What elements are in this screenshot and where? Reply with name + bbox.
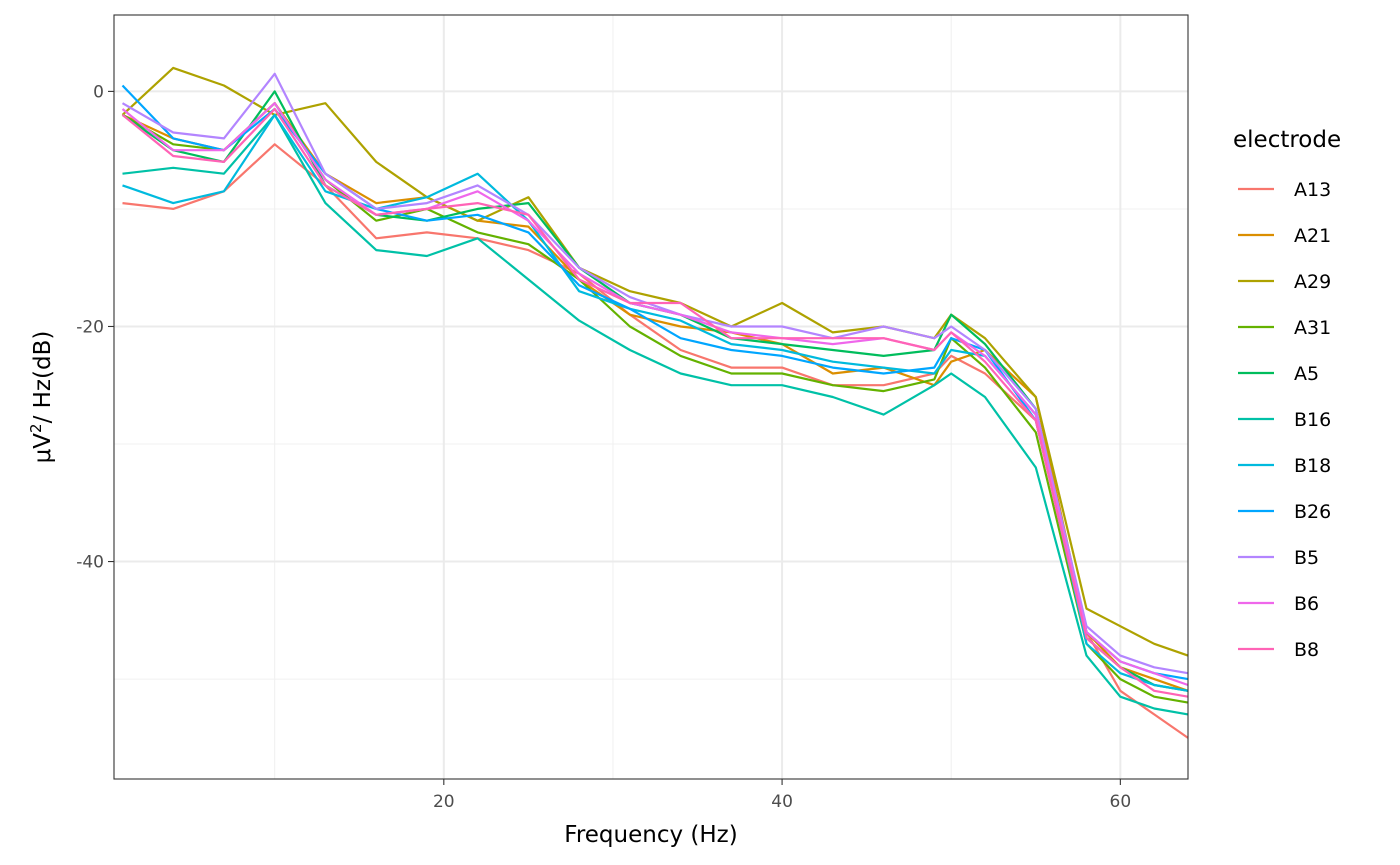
y-axis-ticks: 0 -20 -40 (76, 82, 114, 573)
legend-label: B18 (1294, 455, 1331, 477)
y-axis-title-superscript: 2 (27, 423, 45, 433)
legend-label: B6 (1294, 593, 1319, 615)
legend-item-b8: B8 (1238, 639, 1319, 661)
legend-item-a21: A21 (1238, 225, 1331, 247)
legend-label: B8 (1294, 639, 1319, 661)
legend-item-b6: B6 (1238, 593, 1319, 615)
legend-item-a5: A5 (1238, 363, 1319, 385)
legend-item-b18: B18 (1238, 455, 1331, 477)
y-tick-label: -20 (76, 317, 104, 337)
legend-label: A29 (1294, 271, 1331, 293)
series-line-a29 (121, 66, 1189, 657)
legend-item-a13: A13 (1238, 179, 1331, 201)
y-axis-title-suffix: / Hz(dB) (30, 331, 56, 424)
legend-label: A31 (1294, 317, 1331, 339)
x-tick-label: 20 (433, 792, 455, 812)
legend-title: electrode (1233, 127, 1341, 153)
minor-gridlines (114, 15, 1188, 779)
series-line-b6 (121, 102, 1189, 687)
legend-label: A13 (1294, 179, 1331, 201)
x-tick-label: 40 (771, 792, 793, 812)
y-tick-label: -40 (76, 553, 104, 573)
y-axis-title-prefix: μV (30, 433, 56, 464)
series-lines (121, 66, 1189, 739)
series-line-b16 (122, 113, 1189, 716)
legend-label: B26 (1294, 501, 1331, 523)
y-tick-label: 0 (93, 82, 104, 102)
y-axis-title: μV2/ Hz(dB) (27, 331, 56, 464)
legend-item-b26: B26 (1238, 501, 1331, 523)
x-axis-ticks: 20 40 60 (433, 779, 1131, 812)
legend-item-a29: A29 (1238, 271, 1331, 293)
legend: A13 A21 A29 A31 A5 B16 B18 B26 B5 B6 B8 (1238, 179, 1331, 661)
legend-label: B5 (1294, 547, 1319, 569)
x-tick-label: 60 (1110, 792, 1132, 812)
legend-label: A21 (1294, 225, 1331, 247)
legend-item-a31: A31 (1238, 317, 1331, 339)
x-axis-title: Frequency (Hz) (564, 822, 737, 848)
plot-border (113, 14, 1189, 780)
legend-item-b5: B5 (1238, 547, 1319, 569)
major-gridlines (114, 15, 1188, 779)
legend-label: B16 (1294, 409, 1331, 431)
legend-label: A5 (1294, 363, 1319, 385)
series-line-b8 (121, 107, 1189, 698)
legend-item-b16: B16 (1238, 409, 1331, 431)
